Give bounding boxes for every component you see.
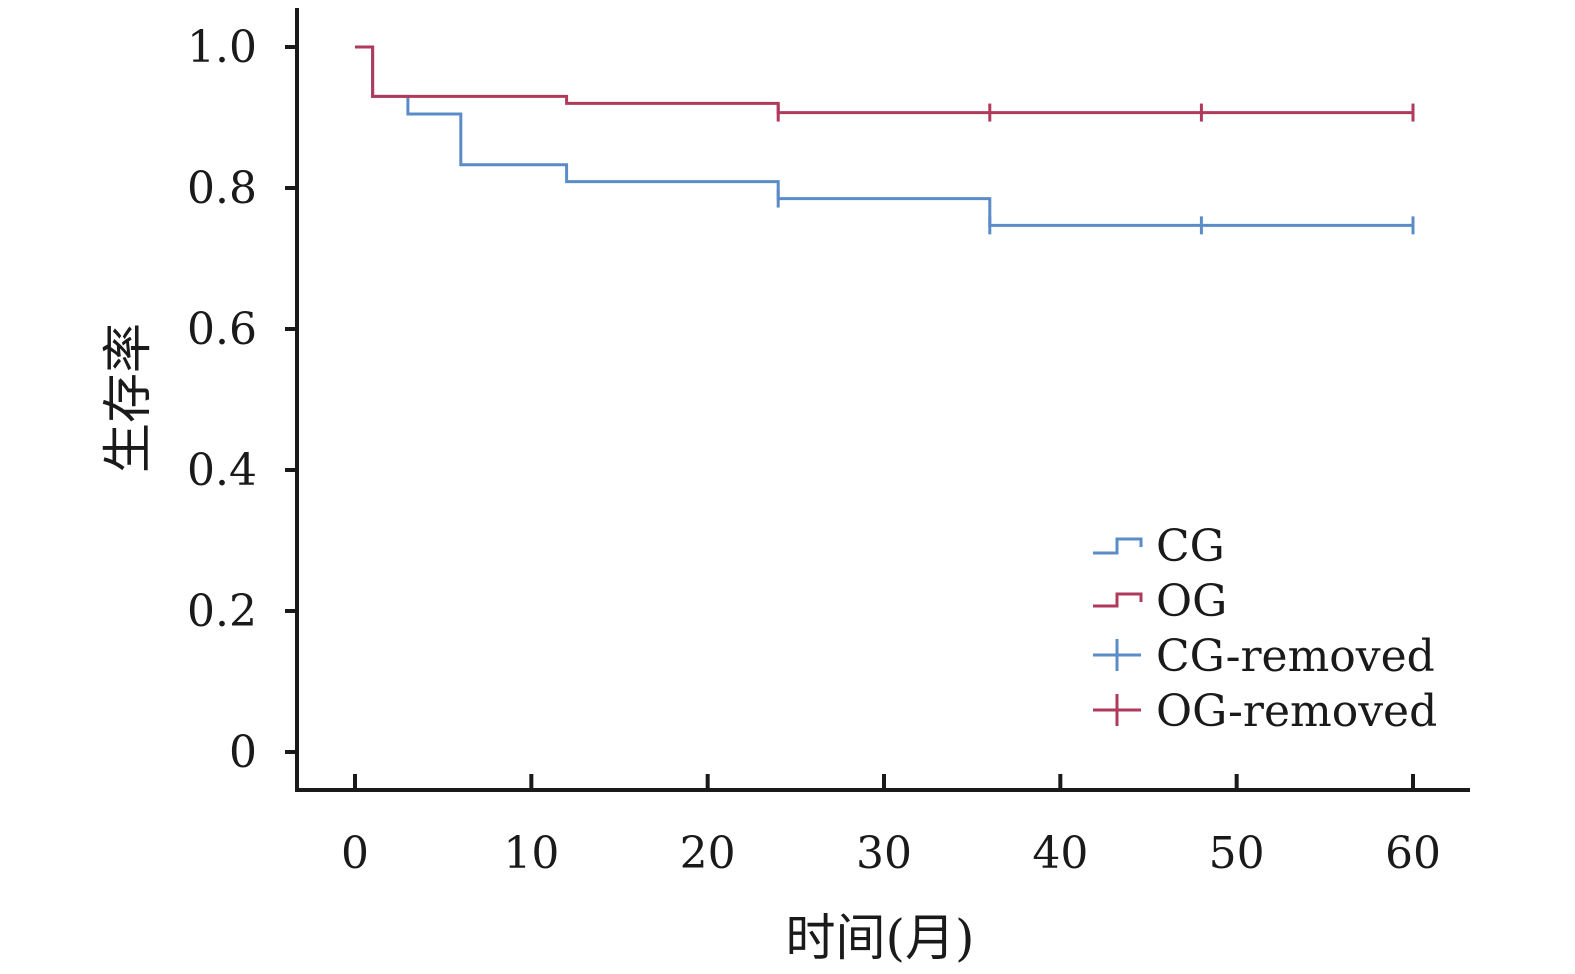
y-tick-label: 0.2	[187, 586, 257, 637]
legend-label: OG	[1156, 576, 1227, 627]
x-ticks: 0 10 20 30 40 50 60	[341, 774, 1441, 879]
y-tick-label: 0	[229, 727, 257, 778]
series-line-og	[355, 45, 1413, 115]
legend-swatch-step	[1093, 592, 1143, 608]
legend-label: CG-removed	[1156, 631, 1435, 682]
y-tick-label: 0.6	[187, 304, 257, 355]
series-line-cg	[355, 45, 1413, 227]
y-ticks: 0 0.2 0.4 0.6 0.8 1.0	[187, 22, 297, 778]
legend-swatch-step	[1093, 537, 1143, 555]
legend-item: OG-removed	[1093, 686, 1437, 737]
legend-item: CG	[1093, 521, 1225, 572]
x-tick-label: 60	[1385, 828, 1441, 879]
y-tick-label: 0.8	[187, 163, 257, 214]
y-tick-label: 0.4	[187, 445, 257, 496]
legend-item: CG-removed	[1093, 631, 1435, 682]
x-tick-label: 40	[1032, 828, 1088, 879]
legend-label: OG-removed	[1156, 686, 1437, 737]
x-tick-label: 0	[341, 828, 369, 879]
series	[355, 45, 1413, 227]
legend-item: OG	[1093, 576, 1227, 627]
y-tick-label: 1.0	[187, 22, 257, 73]
x-tick-label: 50	[1209, 828, 1265, 879]
censor-marks	[776, 103, 1415, 235]
x-tick-label: 10	[503, 828, 559, 879]
x-tick-label: 20	[680, 828, 736, 879]
x-tick-label: 30	[856, 828, 912, 879]
legend-label: CG	[1156, 521, 1225, 572]
x-axis-title: 时间(月)	[785, 909, 974, 967]
y-axis-title: 生存率	[99, 323, 157, 473]
